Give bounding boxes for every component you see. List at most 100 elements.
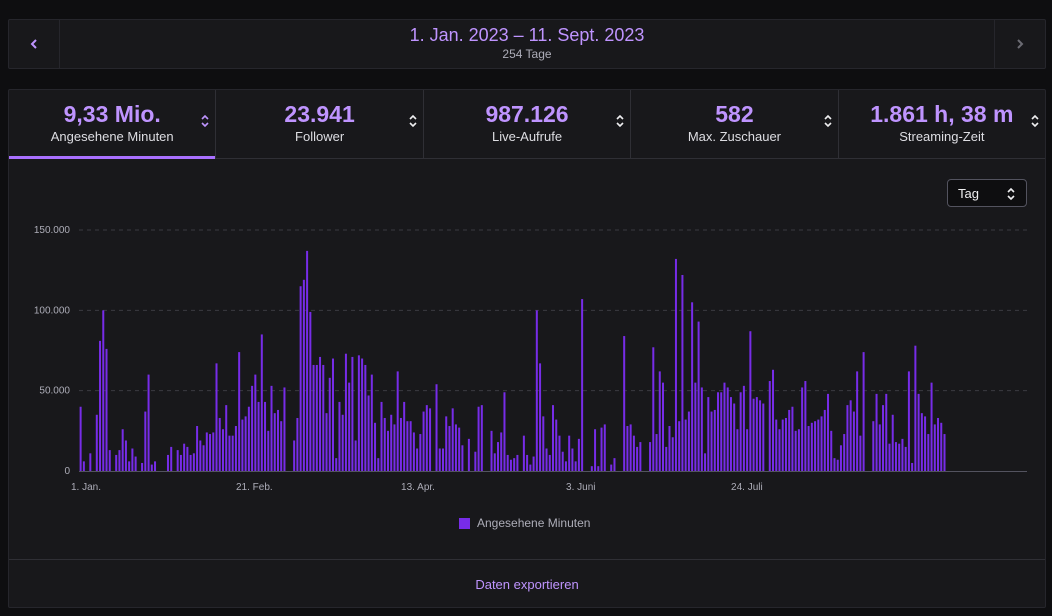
chart-bar[interactable]: [386, 430, 389, 471]
chart-bar[interactable]: [409, 421, 412, 471]
chart-bar[interactable]: [859, 435, 862, 471]
chart-bar[interactable]: [749, 331, 752, 471]
chart-bar[interactable]: [276, 409, 279, 471]
chart-bar[interactable]: [581, 299, 584, 471]
chart-bar[interactable]: [781, 419, 784, 471]
chart-bar[interactable]: [668, 426, 671, 471]
chart-bar[interactable]: [257, 401, 260, 471]
chart-bar[interactable]: [390, 414, 393, 471]
chart-bar[interactable]: [626, 426, 629, 471]
chart-bar[interactable]: [801, 387, 804, 471]
chart-bar[interactable]: [458, 427, 461, 471]
chart-bar[interactable]: [399, 417, 402, 471]
chart-bar[interactable]: [907, 371, 910, 471]
chart-bar[interactable]: [121, 429, 124, 471]
chart-bar[interactable]: [852, 411, 855, 471]
chart-bar[interactable]: [393, 424, 396, 471]
chart-bar[interactable]: [927, 434, 930, 471]
chart-bar[interactable]: [509, 459, 512, 471]
chart-bar[interactable]: [768, 381, 771, 471]
chart-bar[interactable]: [882, 405, 885, 471]
chart-bar[interactable]: [244, 416, 247, 471]
prev-period-button[interactable]: [9, 20, 60, 68]
chart-bar[interactable]: [924, 416, 927, 471]
chart-bar[interactable]: [451, 408, 454, 471]
chart-bar[interactable]: [849, 400, 852, 471]
chart-bar[interactable]: [807, 426, 810, 471]
chart-bar[interactable]: [234, 426, 237, 471]
chart-bar[interactable]: [658, 371, 661, 471]
chart-bar[interactable]: [115, 454, 118, 471]
chart-bar[interactable]: [610, 464, 613, 471]
chart-bar[interactable]: [267, 430, 270, 471]
chart-bar[interactable]: [176, 450, 179, 471]
chart-bar[interactable]: [461, 445, 464, 471]
chart-bar[interactable]: [729, 397, 732, 471]
chart-bar[interactable]: [577, 438, 580, 471]
chart-bar[interactable]: [862, 352, 865, 471]
stat-tab-watched-minutes[interactable]: 9,33 Mio. Angesehene Minuten: [9, 90, 217, 159]
chart-bar[interactable]: [251, 385, 254, 471]
chart-bar[interactable]: [933, 424, 936, 471]
chart-bar[interactable]: [632, 435, 635, 471]
chart-bar[interactable]: [762, 403, 765, 471]
chart-bar[interactable]: [917, 393, 920, 471]
chart-bar[interactable]: [723, 382, 726, 471]
chart-bar[interactable]: [820, 416, 823, 471]
interval-select[interactable]: Tag: [947, 179, 1027, 207]
chart-bar[interactable]: [894, 442, 897, 471]
chart-bar[interactable]: [480, 405, 483, 471]
chart-bar[interactable]: [846, 405, 849, 471]
chart-bar[interactable]: [752, 398, 755, 471]
chart-bar[interactable]: [823, 409, 826, 471]
chart-bar[interactable]: [218, 417, 221, 471]
chart-bar[interactable]: [344, 353, 347, 471]
chart-bar[interactable]: [273, 413, 276, 471]
chart-bar[interactable]: [697, 321, 700, 471]
chart-bar[interactable]: [742, 385, 745, 471]
chart-bar[interactable]: [891, 414, 894, 471]
chart-bar[interactable]: [264, 401, 267, 471]
chart-bar[interactable]: [215, 363, 218, 471]
chart-bar[interactable]: [422, 411, 425, 471]
chart-bar[interactable]: [506, 454, 509, 471]
chart-bar[interactable]: [836, 459, 839, 471]
chart-bar[interactable]: [784, 417, 787, 471]
chart-bar[interactable]: [260, 334, 263, 471]
chart-bar[interactable]: [238, 352, 241, 471]
chart-bar[interactable]: [341, 414, 344, 471]
chart-bar[interactable]: [597, 466, 600, 471]
chart-bar[interactable]: [522, 435, 525, 471]
chart-bar[interactable]: [425, 405, 428, 471]
chart-bar[interactable]: [150, 464, 153, 471]
chart-bar[interactable]: [302, 279, 305, 471]
chart-bar[interactable]: [542, 416, 545, 471]
chart-bar[interactable]: [322, 364, 325, 471]
chart-bar[interactable]: [726, 387, 729, 471]
chart-bar[interactable]: [493, 453, 496, 471]
chart-bar[interactable]: [228, 435, 231, 471]
chart-bar[interactable]: [374, 422, 377, 471]
chart-bar[interactable]: [118, 450, 121, 471]
chart-bar[interactable]: [652, 347, 655, 471]
chart-bar[interactable]: [293, 440, 296, 471]
chart-bar[interactable]: [720, 392, 723, 471]
chart-bar[interactable]: [474, 451, 477, 471]
chart-bar[interactable]: [516, 454, 519, 471]
chart-bar[interactable]: [331, 358, 334, 471]
chart-bar[interactable]: [283, 387, 286, 471]
chart-bar[interactable]: [833, 458, 836, 471]
chart-bar[interactable]: [594, 429, 597, 471]
chart-bar[interactable]: [904, 446, 907, 471]
chart-bar[interactable]: [590, 466, 593, 471]
chart-bar[interactable]: [772, 369, 775, 471]
chart-bar[interactable]: [448, 426, 451, 471]
chart-bar[interactable]: [205, 432, 208, 471]
chart-bar[interactable]: [82, 461, 85, 471]
chart-bar[interactable]: [775, 419, 778, 471]
chart-bar[interactable]: [574, 461, 577, 471]
chart-bar[interactable]: [551, 405, 555, 471]
chart-bar[interactable]: [739, 392, 742, 471]
chart-bar[interactable]: [196, 426, 199, 471]
chart-bar[interactable]: [134, 456, 137, 471]
